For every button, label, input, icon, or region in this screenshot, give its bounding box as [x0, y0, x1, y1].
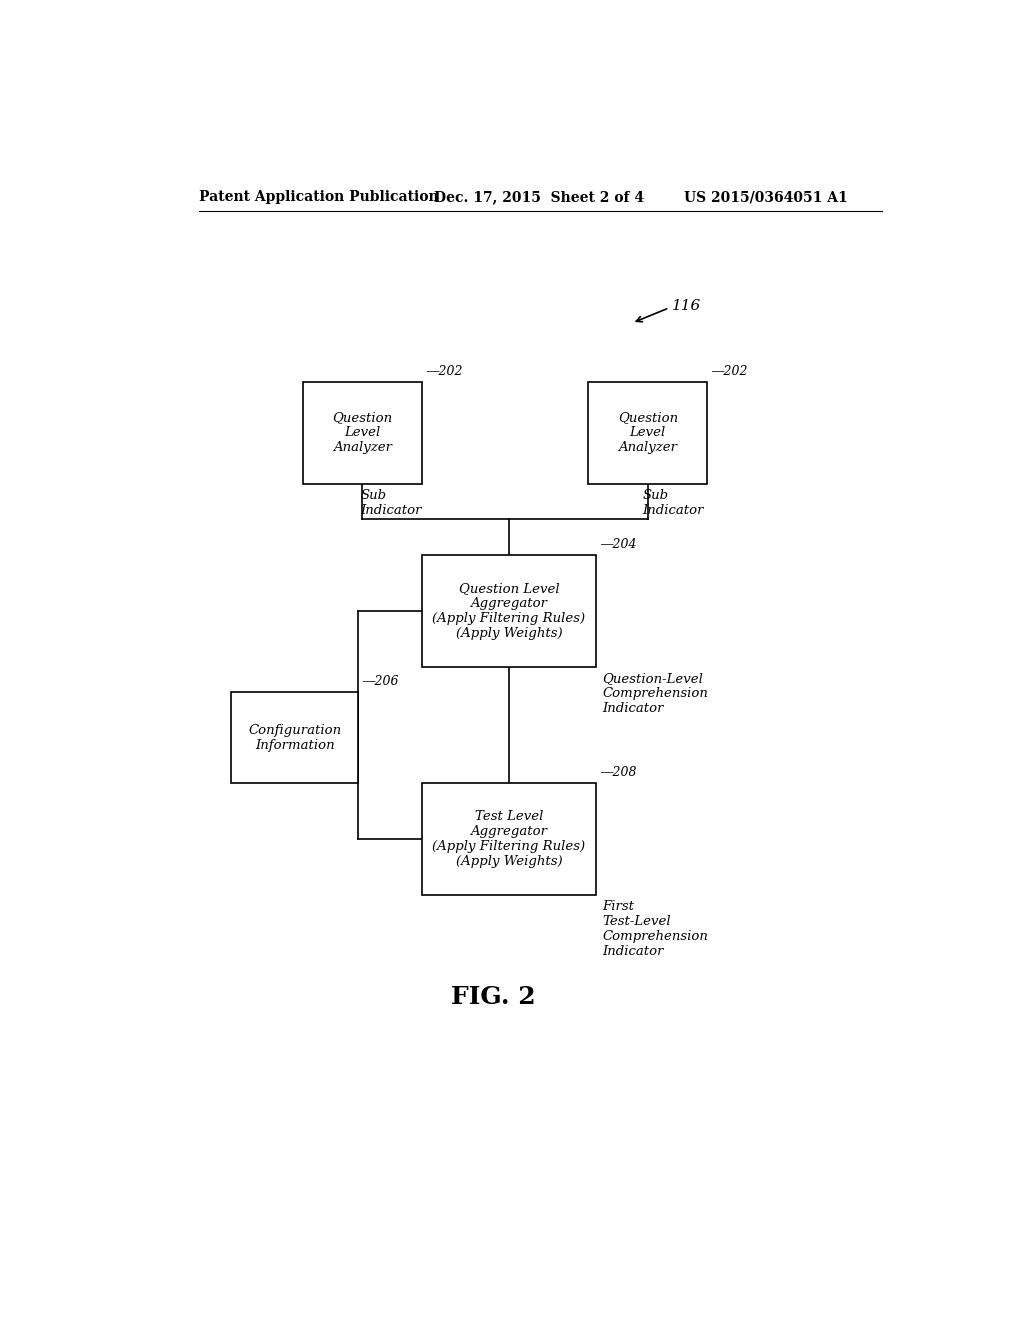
- Text: US 2015/0364051 A1: US 2015/0364051 A1: [684, 190, 847, 205]
- Text: ―206: ―206: [362, 675, 398, 688]
- Text: FIG. 2: FIG. 2: [451, 985, 536, 1008]
- FancyBboxPatch shape: [422, 554, 596, 667]
- Text: Patent Application Publication: Patent Application Publication: [200, 190, 439, 205]
- FancyBboxPatch shape: [422, 784, 596, 895]
- Text: ―208: ―208: [600, 767, 637, 779]
- Text: First
Test-Level
Comprehension
Indicator: First Test-Level Comprehension Indicator: [602, 900, 709, 958]
- Text: Question
Level
Analyzer: Question Level Analyzer: [332, 412, 392, 454]
- FancyBboxPatch shape: [231, 692, 358, 784]
- Text: Configuration
Information: Configuration Information: [248, 723, 341, 752]
- Text: Question-Level
Comprehension
Indicator: Question-Level Comprehension Indicator: [602, 672, 709, 714]
- Text: Dec. 17, 2015  Sheet 2 of 4: Dec. 17, 2015 Sheet 2 of 4: [433, 190, 644, 205]
- Text: Question Level
Aggregator
(Apply Filtering Rules)
(Apply Weights): Question Level Aggregator (Apply Filteri…: [432, 582, 586, 640]
- FancyBboxPatch shape: [303, 381, 422, 483]
- Text: ―202: ―202: [712, 364, 748, 378]
- Text: Question
Level
Analyzer: Question Level Analyzer: [617, 412, 678, 454]
- Text: ―204: ―204: [600, 537, 637, 550]
- Text: Sub
Indicator: Sub Indicator: [642, 488, 703, 516]
- Text: Sub
Indicator: Sub Indicator: [360, 488, 422, 516]
- Text: 116: 116: [672, 298, 700, 313]
- Text: Test Level
Aggregator
(Apply Filtering Rules)
(Apply Weights): Test Level Aggregator (Apply Filtering R…: [432, 810, 586, 869]
- FancyBboxPatch shape: [588, 381, 708, 483]
- Text: ―202: ―202: [426, 364, 462, 378]
